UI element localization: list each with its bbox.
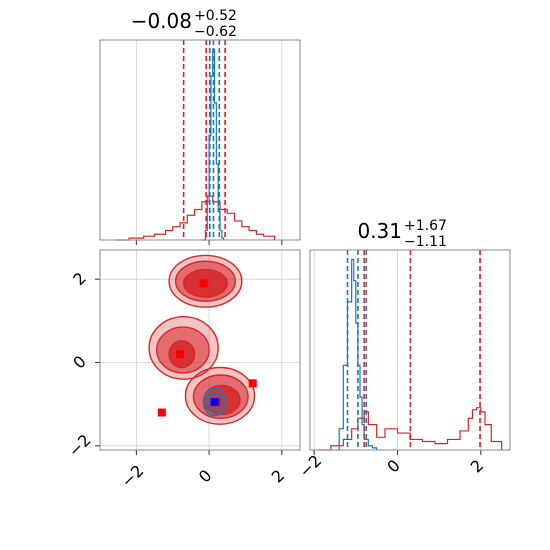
hist2-title-plus: +1.67 (404, 218, 447, 234)
hist1-series-red (114, 195, 276, 241)
hist2-title-value: 0.31 (357, 219, 402, 243)
hist1-title-plus: +0.52 (194, 8, 237, 24)
marker-marker_red (176, 350, 184, 359)
hist1-title-value: −0.08 (131, 9, 192, 33)
histogram-param-1: −0.08 +0.52−0.62 (99, 8, 301, 245)
hist2-tick-label-x: −2 (295, 451, 325, 481)
hist1-axes-frame (99, 39, 301, 241)
contour-blue-outer (202, 387, 227, 417)
scatter-tick-label-y: 0 (69, 352, 90, 373)
marker-marker_red (157, 408, 166, 417)
histogram-param-2: −2 0 2 0.31 +1.67−1.11 (295, 218, 511, 481)
hist2-title-minus: −1.11 (404, 234, 447, 250)
contour-blue-inner (207, 392, 223, 412)
hist2-series-blue (335, 258, 378, 451)
marker-marker_blue (210, 398, 219, 407)
scatter-2d-panel: −2 0 2 −2 0 2 (65, 249, 301, 491)
scatter-axes-frame (99, 249, 301, 451)
scatter-tick-label-y: −2 (65, 430, 95, 460)
hist2-tick-label-x: 0 (383, 456, 404, 477)
scatter-tick-label-x: 2 (268, 466, 289, 487)
contour-group (148, 254, 257, 425)
hist2-axes-frame (309, 249, 511, 451)
hist1-series-blue (201, 48, 225, 241)
hist1-title-minus: −0.62 (194, 24, 237, 40)
marker-marker_red (199, 279, 208, 288)
scatter-tick-label-y: 2 (69, 268, 90, 289)
marker-marker_red (248, 379, 257, 388)
scatter-tick-label-x: −2 (117, 461, 147, 491)
hist2-tick-label-x: 2 (467, 456, 488, 477)
scatter-tick-label-x: 0 (195, 466, 216, 487)
